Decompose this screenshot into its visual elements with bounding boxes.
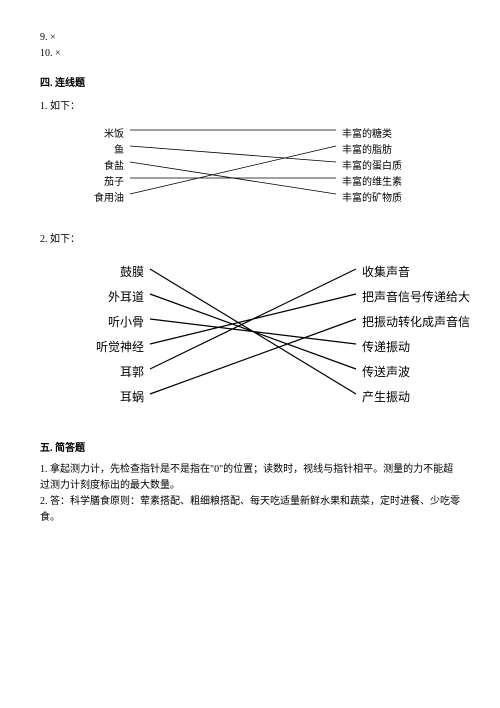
match-left-label: 米饭 [40,125,124,140]
match-left-label: 耳蜗 [40,388,144,405]
match-left-label: 食盐 [40,157,124,172]
match-right-label: 把振动转化成声音信 [362,313,470,330]
match-right-label: 丰富的维生素 [342,173,402,188]
match-right-label: 丰富的矿物质 [342,189,402,204]
match-left-label: 鱼 [40,141,124,156]
match-left-label: 外耳道 [40,288,144,305]
match-right-label: 收集声音 [362,263,410,280]
match-left-label: 耳郭 [40,363,144,380]
answer-5-2: 2. 答：科学膳食原则：荤素搭配、粗细粮搭配、每天吃适量新鲜水果和蔬菜，定时进餐… [40,494,460,526]
intro-answers: 9. × 10. × [40,30,460,62]
match-right-label: 传送声波 [362,363,410,380]
section-4-title: 四. 连线题 [40,74,460,89]
match-left-label: 茄子 [40,173,124,188]
match-left-label: 鼓膜 [40,263,144,280]
matching-2-container: 鼓膜外耳道听小骨听觉神经耳郭耳蜗收集声音把声音信号传递给大把振动转化成声音信传递… [40,259,460,419]
matching-1-container: 米饭鱼食盐茄子食用油 丰富的糖类丰富的脂肪丰富的蛋白质丰富的维生素丰富的矿物质 [40,122,460,212]
match-right-label: 丰富的脂肪 [342,141,392,156]
match-left-label: 听觉神经 [40,338,144,355]
match-right-label: 把声音信号传递给大 [362,288,470,305]
q2-intro: 2. 如下： [40,230,460,245]
match-right-label: 传递振动 [362,338,410,355]
match-right-label: 产生振动 [362,388,410,405]
q1-intro: 1. 如下： [40,97,460,112]
match-right-label: 丰富的蛋白质 [342,157,402,172]
match-left-label: 食用油 [40,189,124,204]
answer-10: 10. × [40,46,460,62]
match-left-label: 听小骨 [40,313,144,330]
section-5-title: 五. 简答题 [40,439,460,454]
answer-9: 9. × [40,30,460,46]
match-right-label: 丰富的糖类 [342,125,392,140]
answer-5-1: 1. 拿起测力计，先检查指针是不是指在"0"的位置；读数时，视线与指针相平。测量… [40,462,460,494]
